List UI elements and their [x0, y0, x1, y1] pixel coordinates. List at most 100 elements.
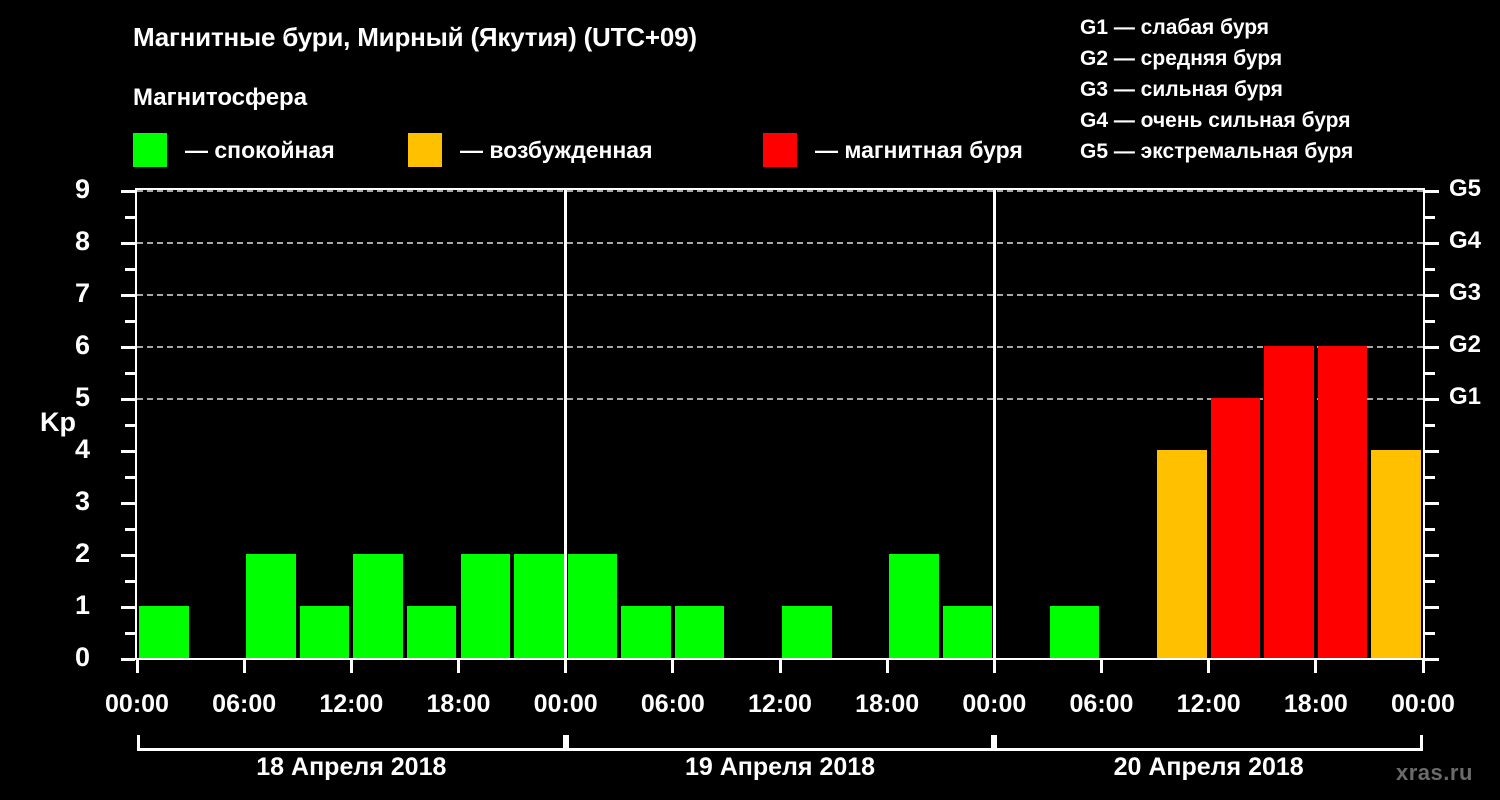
- y-axis-tick: [121, 398, 135, 401]
- x-axis-tick: [564, 660, 568, 673]
- gridline: [137, 190, 1423, 192]
- chart-bar: [460, 554, 511, 658]
- g-scale-code: G4: [1080, 109, 1109, 132]
- g-scale-legend-row: G4 — очень сильная буря: [1080, 105, 1490, 136]
- x-axis-tick-label: 18:00: [426, 690, 491, 718]
- x-axis-tick-label: 06:00: [212, 690, 277, 718]
- x-axis-tick-label: 12:00: [319, 690, 384, 718]
- legend-entry-label: — магнитная буря: [815, 136, 1023, 163]
- x-axis-tick-label: 00:00: [962, 690, 1027, 718]
- x-axis-tick: [778, 660, 782, 673]
- chart-bar: [674, 606, 725, 658]
- right-axis-tick: [1425, 554, 1439, 557]
- g-scale-description: — экстремальная буря: [1108, 140, 1354, 163]
- x-axis-tick: [1207, 660, 1211, 673]
- y-axis-minor-tick: [125, 268, 135, 271]
- x-axis-tick-label: 12:00: [748, 690, 812, 718]
- right-axis-minor-tick: [1425, 476, 1435, 479]
- chart-plot-area: [135, 188, 1425, 660]
- right-axis-tick: [1425, 606, 1439, 609]
- chart-bar: [782, 606, 832, 658]
- g-scale-description: — средняя буря: [1108, 47, 1283, 70]
- right-axis-minor-tick: [1425, 372, 1435, 375]
- y-axis-tick: [121, 658, 135, 661]
- chart-bar: [246, 554, 296, 658]
- page-title: Магнитные бури, Мирный (Якутия) (UTC+09): [133, 22, 697, 52]
- y-axis-tick-label: 8: [74, 226, 90, 256]
- g-scale-legend-row: G5 — экстремальная буря: [1080, 136, 1490, 167]
- chart-bar: [621, 606, 671, 658]
- x-axis-tick: [1421, 660, 1425, 673]
- chart-bar: [514, 554, 564, 658]
- chart-bar: [1264, 346, 1314, 658]
- y-axis-tick-label: 9: [74, 174, 90, 204]
- y-axis-minor-tick: [125, 216, 135, 219]
- legend-swatch-unsettled: [408, 133, 442, 167]
- x-axis-tick-label: 00:00: [1391, 690, 1455, 718]
- magnetosphere-section-label: Магнитосфера: [133, 84, 308, 111]
- y-axis-tick-label: 7: [74, 278, 90, 308]
- x-axis-tick-label: 00:00: [533, 690, 598, 718]
- x-axis-tick: [671, 660, 675, 673]
- legend-entry: — магнитная буря: [763, 131, 1023, 169]
- g-scale-legend-row: G3 — сильная буря: [1080, 74, 1490, 105]
- day-separator: [564, 190, 568, 658]
- y-axis-tick-label: 2: [74, 538, 90, 568]
- y-axis-tick: [121, 606, 135, 609]
- y-axis-tick: [121, 554, 135, 557]
- g-scale-code: G3: [1080, 78, 1109, 101]
- legend-entry: — спокойная: [133, 131, 335, 169]
- x-axis-tick: [992, 660, 996, 673]
- gridline: [137, 346, 1423, 348]
- right-axis-minor-tick: [1425, 580, 1435, 583]
- chart-plot-inner: [137, 190, 1423, 658]
- day-label: 18 Апреля 2018: [256, 753, 447, 781]
- y-axis-tick-label: 5: [74, 382, 90, 412]
- day-bracket: [994, 735, 1423, 751]
- chart-bar: [1210, 398, 1261, 658]
- right-axis-minor-tick: [1425, 424, 1435, 427]
- right-axis-tick: [1425, 658, 1439, 661]
- x-axis-tick: [1314, 660, 1318, 673]
- y-axis-minor-tick: [125, 528, 135, 531]
- x-axis-tick: [135, 660, 139, 673]
- y-axis-minor-tick: [125, 580, 135, 583]
- chart-bar: [1157, 450, 1207, 658]
- legend-entry-label: — возбужденная: [460, 136, 653, 163]
- x-axis-tick-label: 12:00: [1176, 690, 1241, 718]
- y-axis-minor-tick: [125, 320, 135, 323]
- g-scale-legend: G1 — слабая буря G2 — средняя буря G3 — си…: [1080, 12, 1490, 167]
- g-scale-legend-row: G2 — средняя буря: [1080, 43, 1490, 74]
- right-axis-minor-tick: [1425, 632, 1435, 635]
- x-axis-tick: [457, 660, 460, 673]
- chart-bar: [299, 606, 350, 658]
- chart-bar: [1317, 346, 1368, 658]
- g-scale-code: G1: [1080, 16, 1109, 39]
- chart-bar: [567, 554, 618, 658]
- right-axis-tick: [1425, 398, 1439, 401]
- y-axis-tick: [121, 346, 135, 349]
- chart-bar: [1371, 450, 1421, 658]
- day-bracket: [565, 735, 995, 751]
- x-axis-tick: [242, 660, 246, 673]
- y-axis-tick-label: 1: [74, 590, 90, 620]
- day-label: 20 Апреля 2018: [1113, 753, 1304, 781]
- chart-bar: [353, 554, 403, 658]
- right-axis-tick: [1425, 190, 1439, 193]
- right-axis-minor-tick: [1425, 320, 1435, 323]
- right-axis-tick: [1425, 450, 1439, 453]
- y-axis-minor-tick: [125, 424, 135, 427]
- right-axis-minor-tick: [1425, 268, 1435, 271]
- right-axis-minor-tick: [1425, 216, 1435, 219]
- g-axis-tick-label: G5: [1449, 175, 1482, 202]
- legend-entry-label: — спокойная: [185, 136, 335, 163]
- x-axis-tick-label: 18:00: [1283, 690, 1348, 718]
- y-axis-tick-label: 6: [74, 330, 90, 360]
- x-axis-tick: [349, 660, 353, 673]
- legend-entry: — возбужденная: [408, 131, 653, 169]
- chart-bar: [1049, 606, 1100, 658]
- y-axis-tick: [121, 294, 135, 297]
- chart-bar: [889, 554, 939, 658]
- y-axis-tick-label: 0: [74, 642, 90, 672]
- g-scale-description: — сильная буря: [1108, 78, 1283, 101]
